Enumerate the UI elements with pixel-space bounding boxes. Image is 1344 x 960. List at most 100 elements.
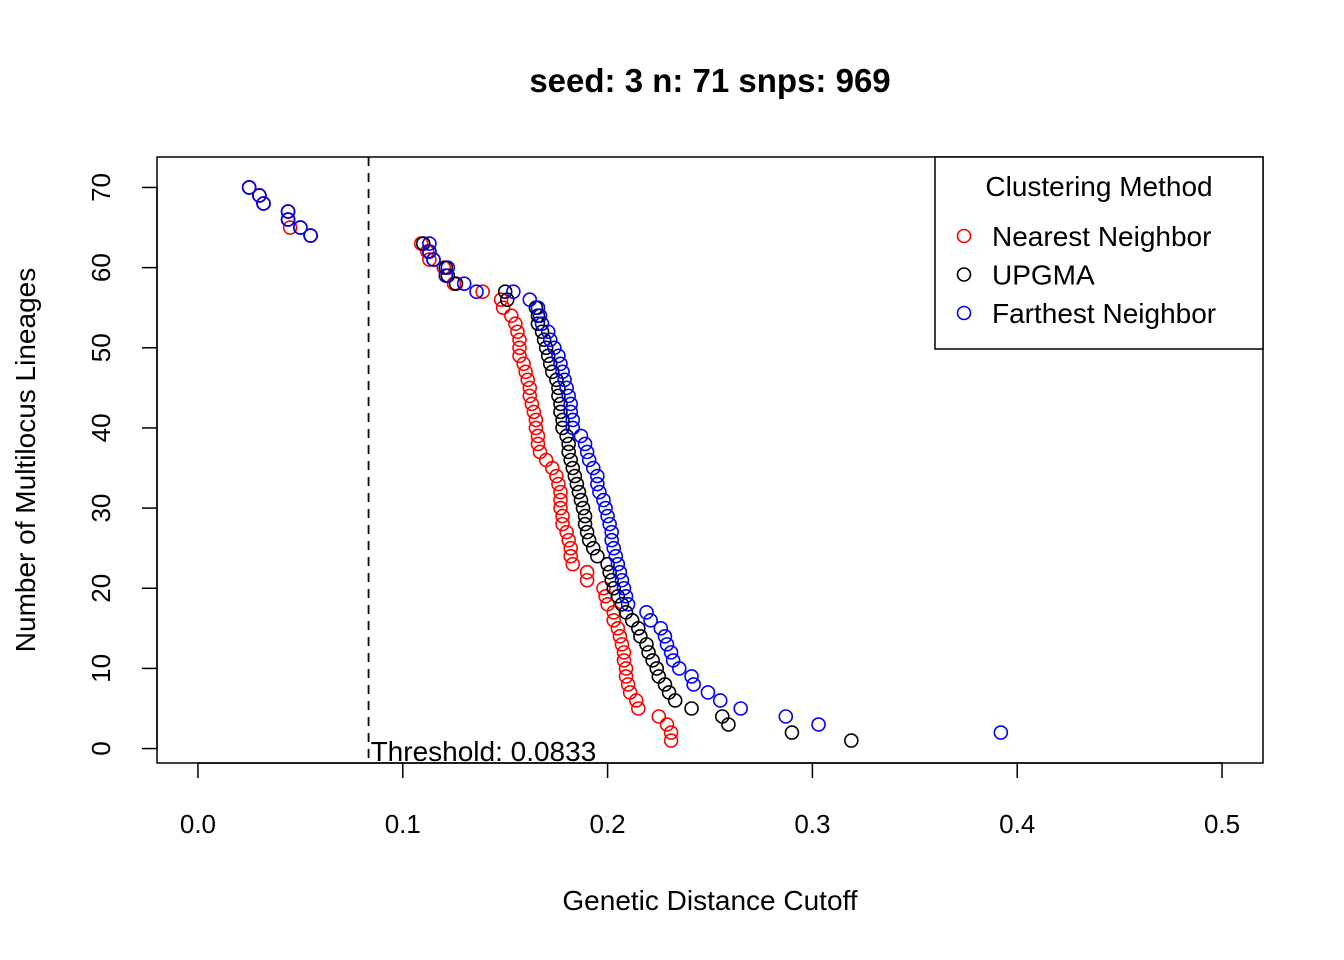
- data-point: [561, 532, 576, 548]
- data-point: [303, 228, 318, 243]
- data-point: [536, 332, 552, 348]
- data-point: [659, 637, 675, 652]
- data-points: [241, 180, 1009, 748]
- data-point: [579, 444, 595, 460]
- data-point: [575, 500, 591, 516]
- data-point: [610, 556, 626, 572]
- data-point: [620, 596, 636, 612]
- legend-entry: Nearest Neighbor: [992, 221, 1211, 252]
- data-point: [522, 388, 538, 404]
- data-point: [555, 412, 570, 428]
- data-point: [440, 260, 456, 275]
- threshold-annotation: Threshold: 0.0833: [367, 157, 596, 767]
- data-point: [569, 476, 585, 492]
- data-point: [563, 396, 579, 412]
- data-point: [618, 661, 634, 676]
- data-point: [532, 308, 548, 324]
- data-point: [542, 332, 558, 348]
- data-point: [448, 276, 464, 291]
- data-point: [504, 308, 519, 324]
- data-point: [530, 428, 546, 444]
- data-point: [469, 284, 484, 299]
- data-point: [684, 669, 699, 684]
- x-tick-label: 0.1: [385, 809, 421, 839]
- data-point: [590, 548, 605, 564]
- data-point: [565, 412, 581, 428]
- data-point: [616, 580, 632, 596]
- data-point: [598, 588, 613, 604]
- data-point: [590, 468, 605, 484]
- data-point: [618, 669, 634, 684]
- data-point: [596, 580, 611, 596]
- data-point: [526, 404, 542, 420]
- data-point: [600, 508, 615, 524]
- data-point: [422, 244, 437, 259]
- data-point: [606, 540, 622, 556]
- data-point: [282, 220, 298, 235]
- data-point: [577, 516, 593, 532]
- x-tick-label: 0.3: [794, 809, 830, 839]
- data-point: [612, 629, 628, 644]
- data-point: [557, 372, 572, 388]
- data-point: [510, 324, 525, 340]
- data-point: [563, 540, 579, 556]
- data-point: [581, 532, 597, 548]
- legend-entry: UPGMA: [992, 260, 1095, 291]
- data-point: [563, 404, 579, 420]
- data-point: [663, 725, 679, 740]
- data-point: [524, 396, 540, 412]
- data-point: [639, 637, 654, 652]
- data-point: [651, 709, 667, 724]
- data-point: [712, 693, 728, 708]
- data-point: [577, 436, 593, 452]
- data-point: [495, 300, 511, 315]
- x-axis-label: Genetic Distance Cutoff: [562, 885, 857, 916]
- data-point: [844, 733, 859, 748]
- data-point: [579, 524, 595, 540]
- data-point: [608, 548, 624, 564]
- data-point: [579, 572, 595, 588]
- data-point: [538, 340, 554, 356]
- data-point: [602, 564, 617, 580]
- data-point: [639, 605, 654, 620]
- data-point: [280, 212, 296, 227]
- y-tick-label: 60: [86, 253, 116, 282]
- data-point: [551, 476, 566, 492]
- data-point: [280, 204, 296, 219]
- data-point: [610, 621, 626, 636]
- data-point: [700, 685, 716, 700]
- data-point: [534, 324, 550, 340]
- data-point: [256, 196, 271, 211]
- data-point: [653, 621, 669, 636]
- x-tick-label: 0.5: [1204, 809, 1240, 839]
- legend-marker: [956, 267, 972, 282]
- data-point: [530, 300, 546, 315]
- data-point: [721, 717, 736, 732]
- y-tick-label: 70: [86, 173, 116, 202]
- data-point: [643, 613, 658, 628]
- data-point: [512, 348, 527, 364]
- data-point: [596, 492, 611, 508]
- data-point: [555, 508, 570, 524]
- legend-box: [934, 156, 1264, 350]
- data-point: [549, 468, 564, 484]
- data-point: [667, 693, 683, 708]
- data-point: [811, 717, 826, 732]
- data-point: [553, 396, 568, 412]
- data-point: [555, 516, 570, 532]
- data-point: [600, 556, 615, 572]
- legend-marker: [956, 228, 972, 244]
- data-point: [438, 268, 454, 283]
- data-point: [561, 444, 576, 460]
- data-point: [577, 508, 593, 524]
- data-point: [573, 492, 589, 508]
- data-point: [530, 436, 546, 452]
- data-point: [528, 412, 544, 428]
- data-point: [544, 364, 560, 380]
- data-point: [585, 460, 601, 476]
- data-point: [631, 621, 646, 636]
- data-point: [565, 556, 581, 572]
- data-point: [663, 645, 679, 660]
- data-point: [657, 677, 673, 692]
- data-point: [553, 404, 568, 420]
